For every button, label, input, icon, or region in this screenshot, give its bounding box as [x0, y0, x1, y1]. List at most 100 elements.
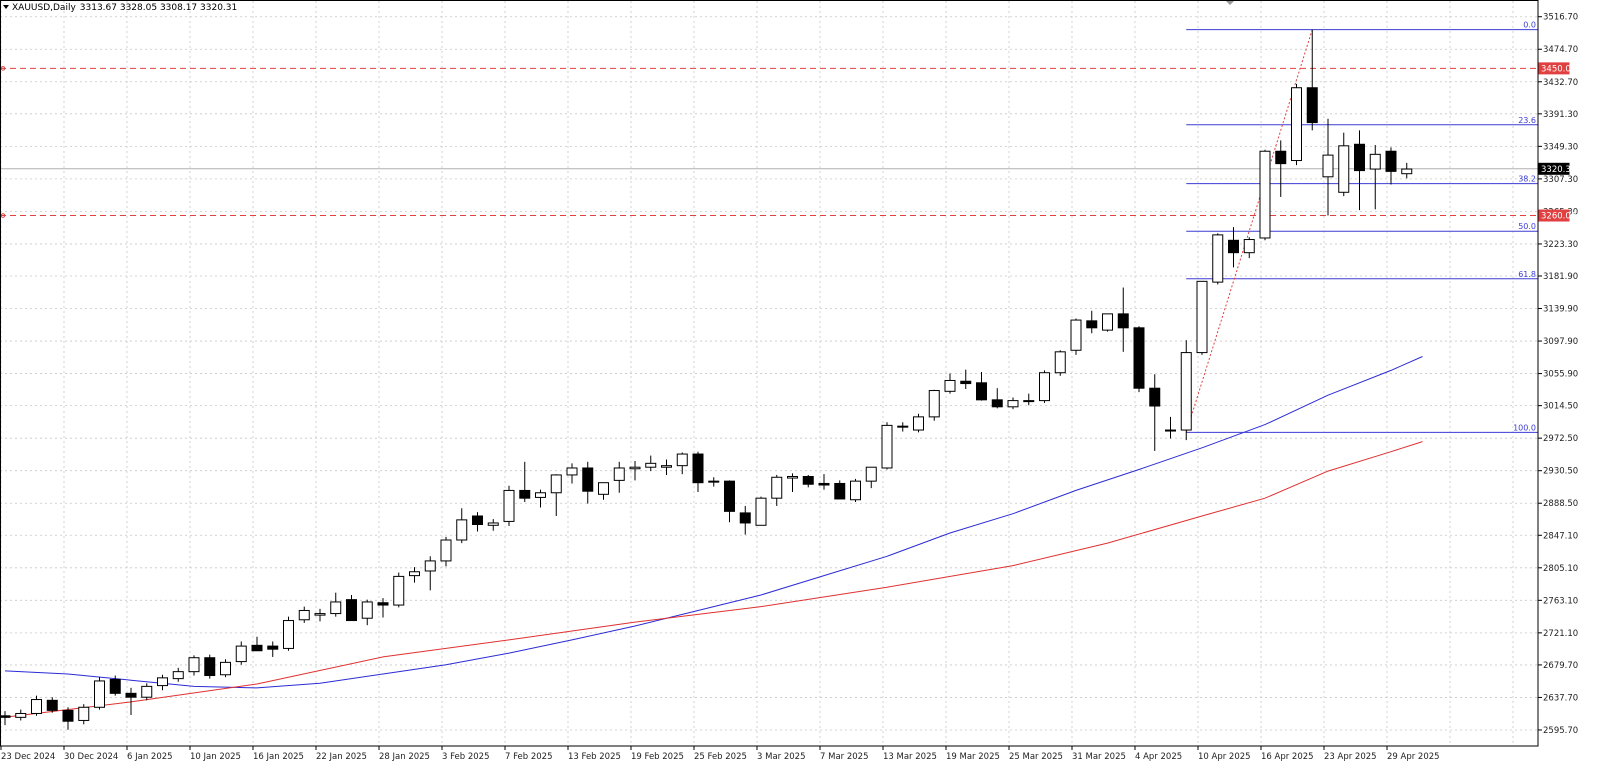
candle-bear — [582, 467, 594, 492]
candle-bear — [1149, 387, 1161, 407]
candle-bull — [1054, 351, 1066, 374]
y-tick-label: 2679.70 — [1543, 661, 1578, 671]
y-tick-label: 2930.50 — [1543, 467, 1578, 477]
candle-bull — [94, 680, 105, 708]
candle-bear — [1354, 143, 1365, 172]
candle-bull — [1102, 313, 1113, 331]
candle-bear — [1275, 150, 1287, 165]
candle-bull — [661, 465, 672, 468]
candle-bull — [535, 492, 546, 498]
y-tick-label: 2972.50 — [1543, 434, 1578, 444]
fib-level-label: 38.2 — [1518, 175, 1536, 184]
candle-bull — [613, 467, 625, 481]
candle-bull — [1023, 400, 1035, 403]
candle-bear — [204, 657, 216, 677]
y-tick-label: 3139.90 — [1543, 305, 1578, 315]
candle-bull — [1322, 154, 1334, 178]
candle-bull — [1212, 234, 1224, 283]
header-dropdown-icon[interactable] — [3, 5, 9, 9]
level-price-badge: 3450.00 — [1541, 64, 1576, 74]
y-tick-label: 2847.10 — [1543, 531, 1578, 541]
x-tick-label: 10 Jan 2025 — [190, 752, 241, 762]
x-tick-label: 6 Jan 2025 — [127, 752, 173, 762]
header-symbol: XAUUSD,Daily — [12, 3, 76, 13]
shift-marker-icon — [1226, 1, 1234, 5]
y-tick-label: 3181.90 — [1543, 272, 1578, 282]
candle-bear — [377, 602, 389, 606]
y-tick-label: 3307.30 — [1543, 175, 1578, 185]
fib-level-label: 61.8 — [1518, 270, 1536, 279]
candle-bull — [283, 620, 294, 649]
candle-bear — [834, 482, 846, 500]
current-price-badge-background — [1538, 162, 1570, 175]
candle-bull — [881, 424, 893, 469]
candle-bear — [267, 645, 279, 650]
candle-bull — [928, 390, 940, 418]
x-tick-label: 3 Mar 2025 — [757, 752, 805, 762]
candle-bull — [771, 476, 783, 499]
grid-layer — [0, 1, 1538, 746]
candle-bear — [1228, 239, 1239, 254]
x-tick-label: 23 Apr 2025 — [1324, 752, 1377, 762]
candle-bull — [330, 601, 342, 615]
y-tick-label: 2637.70 — [1543, 693, 1578, 703]
candle-bull — [172, 671, 184, 680]
y-tick-label: 3055.90 — [1543, 370, 1578, 380]
candle-bull — [1039, 372, 1050, 402]
current-price-badge: 3320.31 — [1541, 165, 1576, 175]
candle-bull — [503, 489, 515, 522]
candle-bull — [298, 609, 310, 621]
candle-bull — [1338, 145, 1350, 193]
x-tick-label: 13 Mar 2025 — [883, 752, 937, 762]
x-tick-label: 7 Feb 2025 — [505, 752, 553, 762]
candle-bull — [15, 712, 27, 718]
x-tick-label: 23 Dec 2024 — [1, 752, 55, 762]
x-tick-label: 31 Mar 2025 — [1072, 752, 1126, 762]
candle-bear — [472, 515, 483, 526]
candle-bull — [393, 575, 405, 606]
candle-bull — [157, 677, 168, 687]
candle-bear — [739, 512, 751, 524]
candle-bull — [629, 466, 641, 470]
candle-bear — [519, 489, 531, 499]
x-tick-label: 16 Jan 2025 — [253, 752, 304, 762]
candle-bull — [787, 475, 798, 479]
candle-bull — [188, 657, 200, 673]
y-tick-label: 3391.30 — [1543, 110, 1578, 120]
x-tick-label: 7 Mar 2025 — [820, 752, 868, 762]
candle-bull — [487, 522, 499, 526]
candle-bear — [125, 692, 137, 698]
candle-bear — [818, 482, 830, 486]
candle-bull — [550, 474, 562, 494]
candle-bull — [865, 466, 877, 482]
y-tick-label: 2763.10 — [1543, 596, 1578, 606]
candle-bull — [361, 601, 373, 619]
x-tick-label: 29 Apr 2025 — [1387, 752, 1440, 762]
candle-bull — [1243, 239, 1255, 254]
candle-bear — [1133, 327, 1145, 389]
y-tick-label: 3349.30 — [1543, 142, 1578, 152]
candle-bull — [440, 539, 452, 562]
candle-bull — [456, 519, 468, 541]
candle-bull — [676, 453, 688, 467]
x-tick-label: 30 Dec 2024 — [64, 752, 118, 762]
x-tick-label: 10 Apr 2025 — [1198, 752, 1251, 762]
y-tick-label: 3516.70 — [1543, 13, 1578, 23]
fib-level-label: 23.6 — [1518, 116, 1536, 125]
candle-bear — [692, 453, 704, 484]
candle-bear — [109, 678, 121, 694]
header-ohlc: 3313.67 3328.05 3308.17 3320.31 — [80, 3, 237, 13]
candle-bull — [1369, 153, 1381, 170]
x-tick-label: 28 Jan 2025 — [379, 752, 430, 762]
horizontal-level-anchor — [0, 66, 6, 71]
time-axis: 23 Dec 2024 30 Dec 2024 6 Jan 2025 10 Jan 2… — [0, 746, 1440, 762]
candle-bull — [1070, 319, 1082, 351]
moving-averages — [4, 356, 1423, 718]
y-tick-label: 2595.70 — [1543, 726, 1578, 736]
chart-header: XAUUSD,Daily 3313.67 3328.05 3308.17 332… — [3, 3, 237, 13]
price-axis: 3516.70 3474.70 3432.70 3391.30 3349.30 3307.… — [1538, 13, 1578, 736]
x-tick-label: 25 Mar 2025 — [1009, 752, 1063, 762]
candle-bull — [409, 571, 420, 577]
